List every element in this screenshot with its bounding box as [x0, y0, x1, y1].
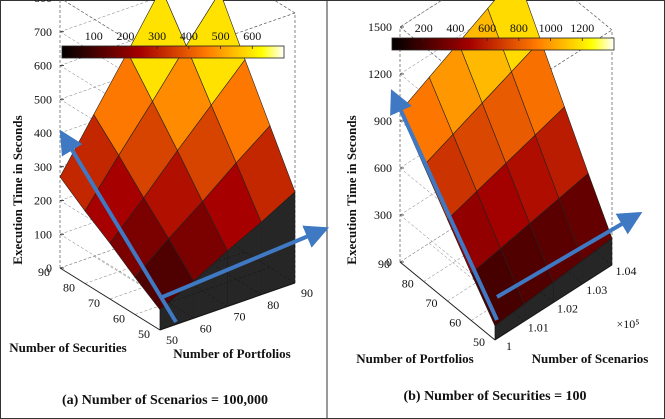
colorbar-tick-label: 400	[180, 29, 198, 43]
caption-a: (a) Number of Scenarios = 100,000	[62, 393, 268, 408]
z-tick-label: 200	[34, 194, 52, 208]
arrow-securities	[59, 129, 178, 324]
z-tick-label: 600	[34, 59, 52, 73]
colorbar-tick-label: 200	[116, 29, 134, 43]
z-tick-label: 1500	[368, 20, 392, 34]
colorbar-tick-label: 200	[415, 21, 433, 35]
y-tick-label: 80	[402, 277, 414, 291]
annotation-arrows	[390, 89, 643, 321]
z-tick-label: 100	[34, 227, 52, 241]
x-tick-label: 70	[234, 310, 246, 324]
surface	[399, 0, 613, 341]
x-tick-label: 1.02	[557, 302, 578, 316]
box-edge	[574, 0, 613, 31]
y-tick-label: 90	[378, 257, 390, 271]
x-axis-label: Number of Portfolios	[173, 346, 290, 361]
y-tick-label: 70	[88, 296, 100, 310]
y-axis	[399, 261, 496, 341]
y-tick-label: 50	[138, 327, 150, 341]
colorbar-tick-label: 400	[446, 21, 464, 35]
surface-skirt	[582, 237, 613, 285]
annotation-arrows	[59, 129, 330, 324]
box-edge	[399, 0, 443, 28]
x-tick-label: 90	[301, 286, 313, 300]
z-gridline	[59, 18, 196, 66]
y-axis	[59, 267, 161, 331]
chart-b: 0 300 600 900 1200 1500 1 1.01 1.02 1.03 1.04 50 60 7…	[344, 0, 648, 366]
z-tick-label: 1200	[368, 67, 392, 81]
y-tick-label: 60	[113, 312, 125, 326]
caption-b: (b) Number of Securities = 100	[403, 389, 586, 404]
x-tick-label: 50	[166, 333, 178, 347]
x-axis-label: Number of Scenarios	[532, 351, 649, 366]
z-tick-label: 800	[34, 0, 52, 5]
z-tick-label: 400	[34, 126, 52, 140]
x-tick-label: 1.03	[586, 283, 607, 297]
arrow-scenarios	[495, 211, 643, 299]
z-tick-label: 0	[386, 255, 392, 269]
x-tick-label: 1	[506, 339, 512, 353]
x-tick-label: 60	[200, 321, 212, 335]
z-tick-label: 700	[34, 25, 52, 39]
y-tick-label: 60	[449, 316, 461, 330]
x-tick-label: 1.04	[616, 264, 637, 278]
z-tick-label: 900	[374, 114, 392, 128]
surface	[59, 0, 296, 331]
colorbar-tick-label: 800	[510, 21, 528, 35]
colorbar-gradient	[61, 45, 285, 59]
x-tick-label: 80	[267, 298, 279, 312]
y-tick-label: 70	[426, 296, 438, 310]
z-tick-label: 300	[34, 160, 52, 174]
arrow-portfolios	[390, 89, 499, 321]
colorbar-tick-label: 100	[85, 29, 103, 43]
chart-a: 0 100 200 300 400 500 600 700 800 50 60 70 80 90 50 60 7…	[9, 0, 330, 361]
z-gridline	[59, 0, 152, 32]
y-tick-label: 80	[63, 281, 75, 295]
y-axis-label: Number of Portfolios	[356, 351, 473, 366]
colorbar: 200 400 600 800 1000 1200	[391, 21, 615, 51]
colorbar-tick-label: 500	[212, 29, 230, 43]
y-tick-label: 90	[38, 265, 50, 279]
arrow-portfolios	[159, 225, 330, 300]
x-tick-label: 1.01	[528, 320, 549, 334]
y-tick-label: 50	[473, 335, 485, 349]
x-multiplier: ×10⁵	[617, 317, 640, 331]
z-tick-label: 300	[374, 208, 392, 222]
y-axis-label: Number of Securities	[9, 340, 126, 355]
colorbar-tick-label: 600	[478, 21, 496, 35]
z-axis-label: Execution Time in Seconds	[344, 115, 359, 264]
colorbar-gradient	[391, 37, 615, 51]
colorbar-tick-label: 1200	[570, 21, 594, 35]
colorbar-tick-label: 300	[148, 29, 166, 43]
z-tick-label: 600	[374, 161, 392, 175]
z-axis-label: Execution Time in Seconds	[10, 115, 25, 264]
z-tick-label: 0	[46, 261, 52, 275]
colorbar-tick-label: 600	[243, 29, 261, 43]
colorbar-tick-label: 1000	[539, 21, 563, 35]
colorbar: 100 200 300 400 500 600	[61, 29, 285, 59]
surface-skirt	[261, 191, 296, 296]
z-tick-label: 500	[34, 92, 52, 106]
